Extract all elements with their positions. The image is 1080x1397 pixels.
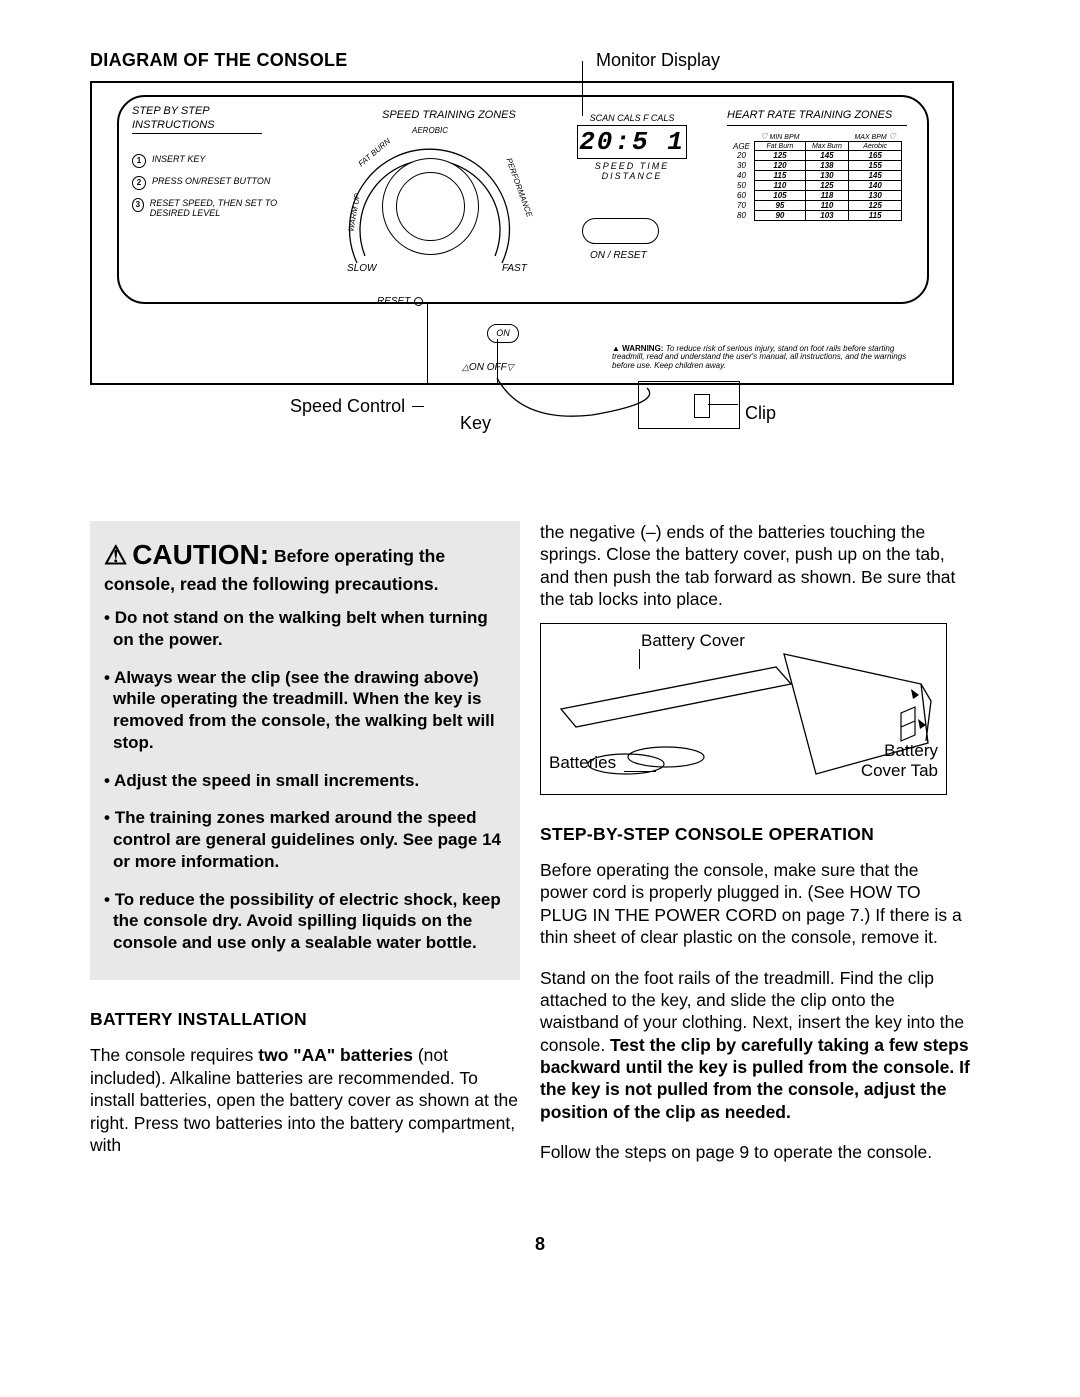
right-column: the negative (–) ends of the batteries t… — [540, 521, 970, 1164]
operation-p2: Stand on the foot rails of the treadmill… — [540, 967, 970, 1124]
battery-installation-heading: BATTERY INSTALLATION — [90, 1008, 520, 1030]
warning-triangle-icon: ⚠ — [104, 540, 127, 570]
caution-item: To reduce the possibility of electric sh… — [104, 889, 506, 954]
clip-callout: Clip — [745, 403, 776, 424]
caution-item: Adjust the speed in small increments. — [104, 770, 506, 792]
section-title: DIAGRAM OF THE CONSOLE — [90, 50, 348, 71]
zone-aerobic: AEROBIC — [412, 126, 448, 135]
batteries-label: Batteries — [549, 752, 616, 774]
step-instructions-block: STEP BY STEP INSTRUCTIONS 1INSERT KEY 2PR… — [132, 105, 312, 226]
left-column: ⚠ CAUTION: Before operating the console,… — [90, 521, 520, 1164]
on-reset-label: ON / RESET — [590, 250, 647, 261]
fast-label: FAST — [502, 263, 527, 274]
heart-rate-table: ♡ MIN BPMMAX BPM ♡AGEFat BurnMax BurnAer… — [727, 132, 902, 221]
monitor-display-label: Monitor Display — [596, 50, 720, 71]
console-diagram: STEP BY STEP INSTRUCTIONS 1INSERT KEY 2PR… — [90, 81, 954, 385]
caution-list: Do not stand on the walking belt when tu… — [104, 607, 506, 954]
caution-heading: ⚠ CAUTION: Before operating the console,… — [104, 537, 506, 595]
key-callout: Key — [460, 413, 491, 434]
clip-illustration — [638, 381, 740, 429]
caution-item: The training zones marked around the spe… — [104, 807, 506, 872]
speed-dial: WARM UP FAT BURN AEROBIC PERFORMANCE SLO… — [327, 128, 547, 288]
on-button: ON — [487, 324, 519, 343]
page-number: 8 — [90, 1234, 990, 1255]
battery-illustration: Battery Cover Batteries Battery Cover Ta… — [540, 623, 947, 795]
lcd-block: SCAN CALS F CALS 20:5 1 SPEED TIME DISTA… — [567, 113, 697, 181]
lcd-display: 20:5 1 — [577, 125, 687, 159]
battery-cover-tab-label-2: Cover Tab — [861, 760, 938, 782]
lcd-bottom-labels: SPEED TIME DISTANCE — [567, 161, 697, 181]
speed-control-callout: Speed Control — [290, 396, 405, 417]
caution-box: ⚠ CAUTION: Before operating the console,… — [90, 521, 520, 980]
operation-p3: Follow the steps on page 9 to operate th… — [540, 1141, 970, 1163]
heart-rate-block: HEART RATE TRAINING ZONES ♡ MIN BPMMAX B… — [727, 105, 922, 221]
battery-paragraph: The console requires two "AA" batteries … — [90, 1044, 520, 1156]
on-reset-button — [582, 218, 659, 244]
slow-label: SLOW — [347, 263, 376, 274]
on-off-label: △ON OFF▽ — [462, 362, 514, 373]
callouts-row: Speed Control Key Clip — [90, 391, 950, 451]
warning-small-text: ▲ WARNING: To reduce risk of serious inj… — [612, 345, 922, 371]
step-by-step-heading: STEP-BY-STEP CONSOLE OPERATION — [540, 823, 970, 845]
step-item: 3RESET SPEED, THEN SET TO DESIRED LEVEL — [132, 198, 312, 218]
step-item: 2PRESS ON/RESET BUTTON — [132, 176, 312, 190]
battery-cover-tab-label-1: Battery — [884, 740, 938, 762]
step-item: 1INSERT KEY — [132, 154, 312, 168]
battery-paragraph-cont: the negative (–) ends of the batteries t… — [540, 521, 970, 611]
operation-p1: Before operating the console, make sure … — [540, 859, 970, 949]
reset-label: RESET — [377, 296, 423, 307]
step-title-2: INSTRUCTIONS — [132, 119, 312, 131]
step-title-1: STEP BY STEP — [132, 105, 312, 117]
lcd-top-labels: SCAN CALS F CALS — [567, 113, 697, 123]
caution-item: Always wear the clip (see the drawing ab… — [104, 667, 506, 754]
speed-training-title: SPEED TRAINING ZONES — [382, 105, 532, 123]
caution-item: Do not stand on the walking belt when tu… — [104, 607, 506, 651]
